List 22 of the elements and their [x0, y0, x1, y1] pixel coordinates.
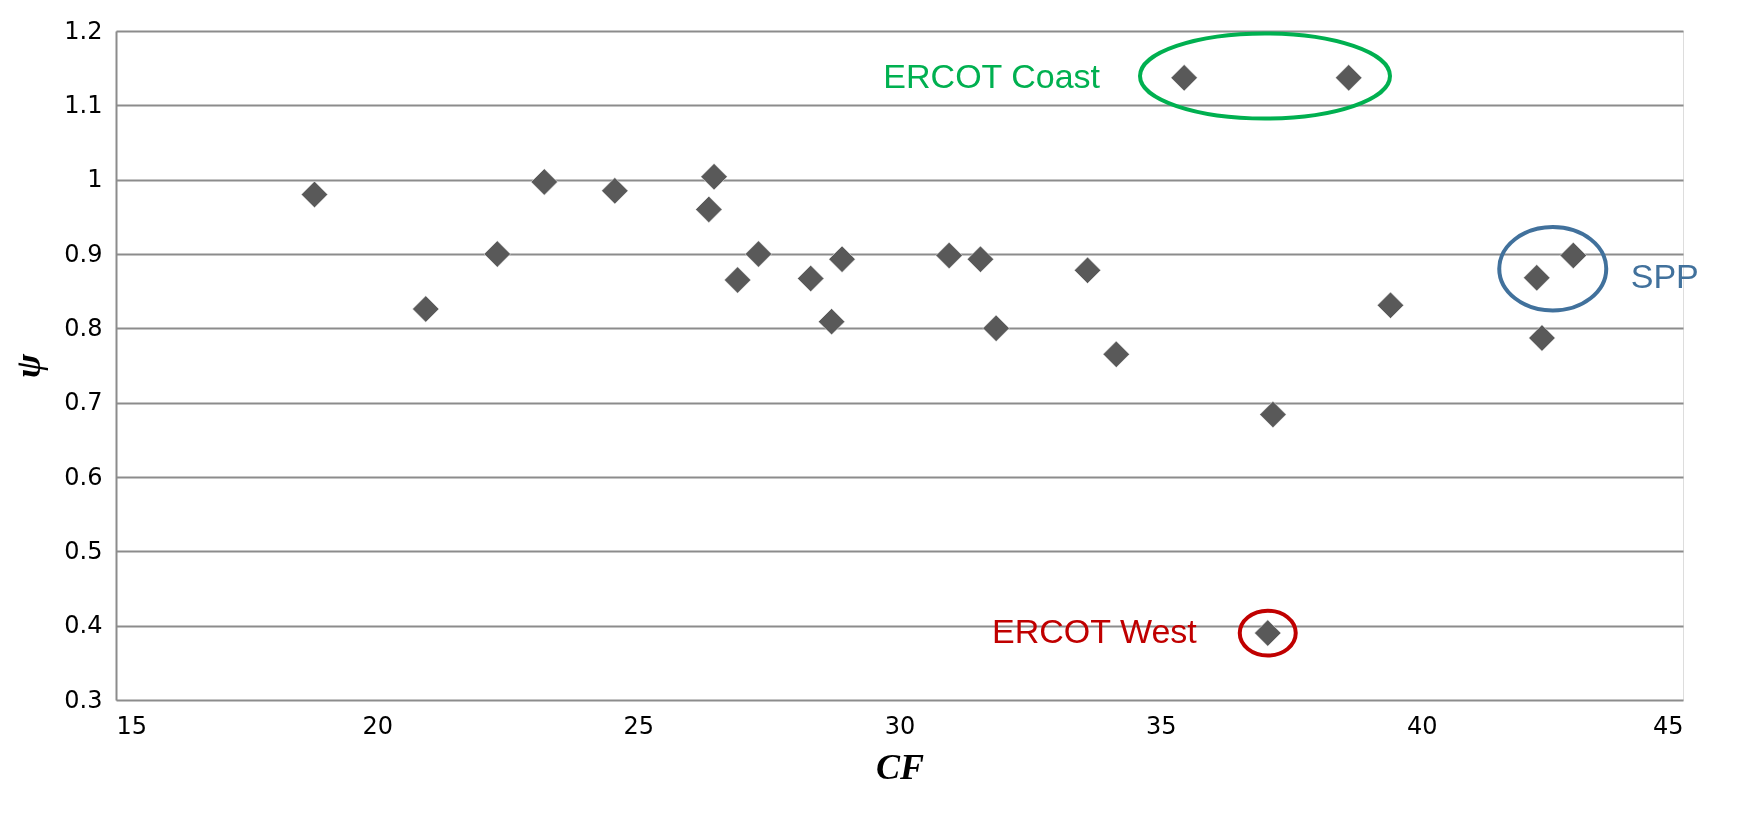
- y-tick-label: 0.7: [64, 388, 103, 417]
- x-axis-title: CF: [875, 746, 925, 787]
- y-tick-label: 1.2: [64, 16, 103, 45]
- annotation: ERCOT Coast: [883, 57, 1101, 95]
- annotation: SPP: [1630, 256, 1699, 295]
- y-tick-label: 0.5: [64, 536, 103, 565]
- y-tick-label: 0.3: [64, 685, 103, 714]
- y-tick-label: 0.4: [64, 611, 103, 640]
- y-tick-label: 0.8: [64, 313, 103, 342]
- y-tick-label: 1.1: [64, 90, 103, 119]
- y-axis-title: ψ: [8, 353, 49, 379]
- x-tick-label: 45: [1652, 711, 1684, 740]
- y-tick-label: 1: [87, 165, 103, 194]
- x-tick-label: 35: [1145, 711, 1177, 740]
- annotation: ERCOT West: [992, 612, 1198, 651]
- y-tick-label: 0.9: [64, 239, 103, 268]
- x-tick-label: 15: [116, 711, 148, 740]
- y-tick-label: 0.6: [64, 462, 103, 491]
- x-tick-label: 20: [362, 711, 393, 740]
- x-tick-label: 25: [623, 711, 655, 740]
- x-tick-label: 40: [1407, 711, 1438, 740]
- x-tick-label: 30: [884, 711, 916, 740]
